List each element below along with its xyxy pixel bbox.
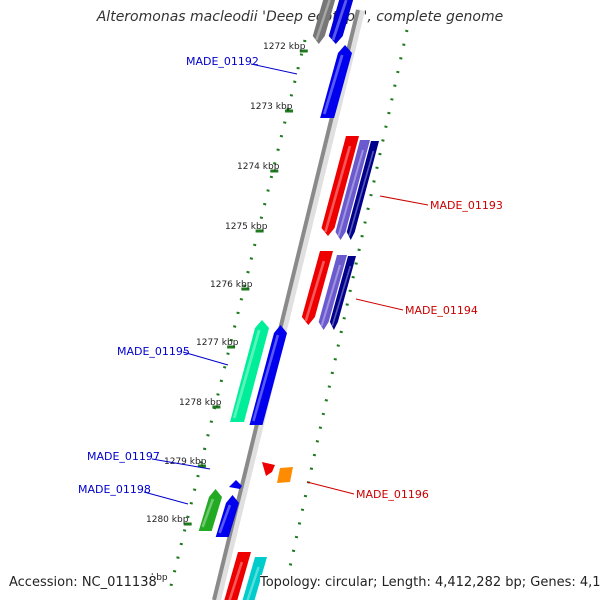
gene-arrow <box>230 320 269 422</box>
scale-tick-label: 1278 kbp <box>179 398 222 408</box>
scale-tick-label: 1273 kbp <box>250 102 293 112</box>
gene-arrow <box>242 557 267 600</box>
scale-tick-label: 1280 kbp <box>146 515 189 525</box>
scale-tick-label: 1276 kbp <box>210 280 253 290</box>
gene-arrow-highlight <box>337 149 364 237</box>
gene-arrow <box>198 489 222 531</box>
gene-arrow <box>277 467 293 483</box>
accession-text: Accession: NC_011138 <box>9 575 157 590</box>
gene-leader-line <box>306 481 355 495</box>
gene-arrow <box>249 325 287 425</box>
gene-leader-line <box>355 298 404 311</box>
gene-arrow-highlight <box>331 0 348 41</box>
gene-arrow <box>318 255 347 330</box>
gene-label: MADE_01192 <box>186 55 259 68</box>
gene-arrow <box>320 45 352 118</box>
gene-label: MADE_01193 <box>430 199 503 212</box>
gene-label: MADE_01198 <box>78 483 151 496</box>
gene-arrow-highlight <box>304 260 326 322</box>
gene-leader-line <box>151 458 211 470</box>
map-tracks: 1272 kbp 1273 kbp 1274 kbp 1275 kbp 1276 kbp… <box>78 0 503 600</box>
gene-label: MADE_01197 <box>87 450 160 463</box>
gene-arrow-highlight <box>348 150 375 237</box>
gene-arrow-highlight <box>315 0 331 41</box>
gene-arrow <box>328 0 354 44</box>
gene-arrow-highlight <box>320 264 341 327</box>
gene-arrow <box>335 140 370 240</box>
gene-arrow <box>262 462 275 476</box>
gene-leader-line <box>250 63 298 75</box>
gene-arrow-highlight <box>228 561 244 600</box>
gene-arrow <box>301 251 333 325</box>
gene-arrow-highlight <box>324 145 352 233</box>
gene-arrow-highlight <box>331 265 352 327</box>
right-track <box>283 29 409 591</box>
scale-tick-label: kbp <box>151 573 168 583</box>
map-title: Alteromonas macleodii 'Deep ecotype', co… <box>96 9 504 25</box>
scale-tick-label: 1277 kbp <box>196 338 239 348</box>
gene-arrow-highlight <box>322 54 344 115</box>
gene-arrow-highlight <box>201 498 215 528</box>
scale-tick-label: 1279 kbp <box>164 457 207 467</box>
gene-leader-line <box>143 491 189 505</box>
gene-arrow <box>229 480 242 489</box>
gene-arrow-highlight <box>232 329 261 419</box>
gene-label: MADE_01196 <box>356 488 429 501</box>
backbone-shadow <box>213 9 365 600</box>
gene-arrow-highlight <box>252 334 280 422</box>
gene-arrow <box>321 136 359 236</box>
gene-arrow <box>346 141 379 240</box>
gene-arrow <box>215 495 239 537</box>
gene-arrow <box>312 0 336 44</box>
gene-label: MADE_01195 <box>117 345 190 358</box>
gene-leader-line <box>182 351 229 366</box>
gene-arrow <box>224 552 251 600</box>
topology-text: Topology: circular; Length: 4,412,282 bp… <box>260 575 600 590</box>
scale-tick-label: 1274 kbp <box>237 162 280 172</box>
gene-label: MADE_01194 <box>405 304 478 317</box>
gene-arrow <box>329 256 356 330</box>
gene-leader-line <box>379 195 429 206</box>
scale-tick-label: 1275 kbp <box>225 222 268 232</box>
gene-arrow-highlight <box>218 504 232 534</box>
scale-tick-label: 1272 kbp <box>263 42 306 52</box>
